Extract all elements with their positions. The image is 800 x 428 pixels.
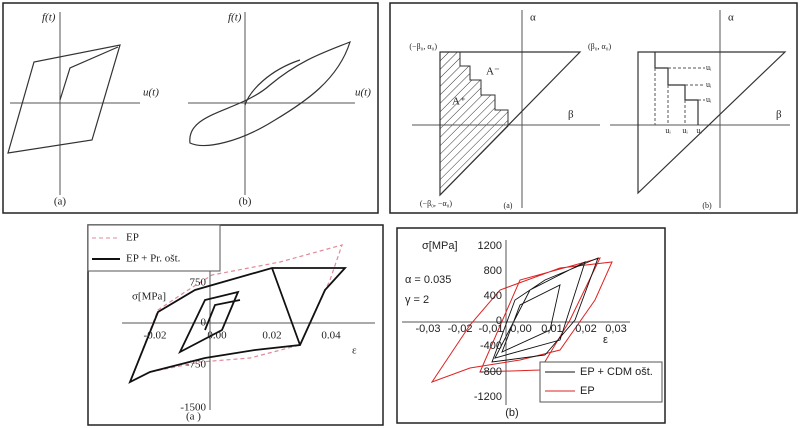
triangle [439,51,582,197]
legend-label: EP [126,232,139,244]
y-label: σ[MPa] [422,240,458,252]
dashed-lines [654,67,705,125]
label: (β₀, α₀) [588,42,612,51]
frame [87,224,384,426]
label: uᵢ [706,63,712,72]
curve-ep-cdm [491,257,599,363]
panel-top-left: f(t) u(t) (a) f(t) u(t) (b) [2,2,379,214]
label: A⁻ [486,66,500,78]
legend-label: EP + Pr. ošt. [126,253,181,265]
panel-bottom-left: EP EP + Pr. ošt. σ[MPa] ε (a ) 750 0 -750 -… [87,224,384,426]
x-tick-label: 0,02 [575,323,596,335]
label: uᵢ [696,126,702,135]
y-tick-label: -1500 [180,402,206,414]
caption: (b) [505,407,518,419]
y-tick-label: 0 [201,317,207,329]
x-tick-label: -0,02 [447,323,472,335]
frame [396,227,666,424]
panel-top-right: α β (−β₀, α₀) (β₀, α₀) A⁻ A⁺ (−β₀, −α₀) … [389,2,798,214]
y-tick-label: 1200 [478,240,502,252]
curve-ep [430,257,613,383]
panel-bottom-right: σ[MPa] ε α = 0.035 γ = 2 EP + CDM ošt. E… [396,227,666,424]
x-tick-label: 0,00 [510,323,531,335]
label: f(t) [42,12,56,24]
y-tick-label: 800 [484,265,502,277]
label: u(t) [355,87,371,99]
label: β [568,109,574,121]
caption: (b) [239,196,252,208]
frame [2,2,379,214]
y-tick-label: 400 [484,290,502,302]
x-tick-label: 0,01 [541,323,562,335]
x-tick-label: 0.02 [262,330,281,342]
label: (−β₀, α₀) [409,42,437,51]
legend [539,361,663,403]
x-tick-label: -0.02 [144,330,167,342]
y-tick-label: -1200 [474,391,502,403]
legend-label: EP [580,385,595,397]
y-tick-label: -400 [480,340,502,352]
legend [87,224,221,272]
curve-ep-pr [128,267,348,384]
x-tick-label: 0,03 [605,323,626,335]
label: uᵢ [706,80,712,89]
label: β [776,109,782,121]
caption: (a) [504,201,513,210]
label: f(t) [228,12,242,24]
x-tick-label: 0.00 [207,330,227,342]
y-tick-label: 0 [496,315,502,327]
label: uᵢ [665,126,671,135]
label: α [530,12,536,24]
caption: (b) [702,201,712,210]
label: uᵢ [682,126,688,135]
label: A⁺ [452,96,466,108]
param: α = 0.035 [405,274,451,286]
caption: (a) [54,196,67,208]
loop [189,40,351,147]
x-label: ε [603,334,608,346]
x-tick-label: 0.04 [321,330,341,342]
x-label: ε [352,345,357,357]
param: γ = 2 [405,294,429,306]
caption: (a ) [186,411,201,423]
x-tick-label: -0,03 [415,323,440,335]
triangle [637,51,787,195]
y-tick-label: -800 [480,366,502,378]
loop [7,44,121,154]
label: (−β₀, −α₀) [420,199,453,208]
y-tick-label: 750 [190,277,207,289]
label: α [728,12,734,24]
frame [389,2,798,214]
staircase [654,52,699,125]
y-label: σ[MPa] [132,291,166,303]
y-tick-label: -750 [186,359,207,371]
label: u(t) [143,87,159,99]
legend-label: EP + CDM ošt. [580,366,653,378]
label: uᵢ [706,95,712,104]
x-tick-label: -0,01 [478,323,503,335]
